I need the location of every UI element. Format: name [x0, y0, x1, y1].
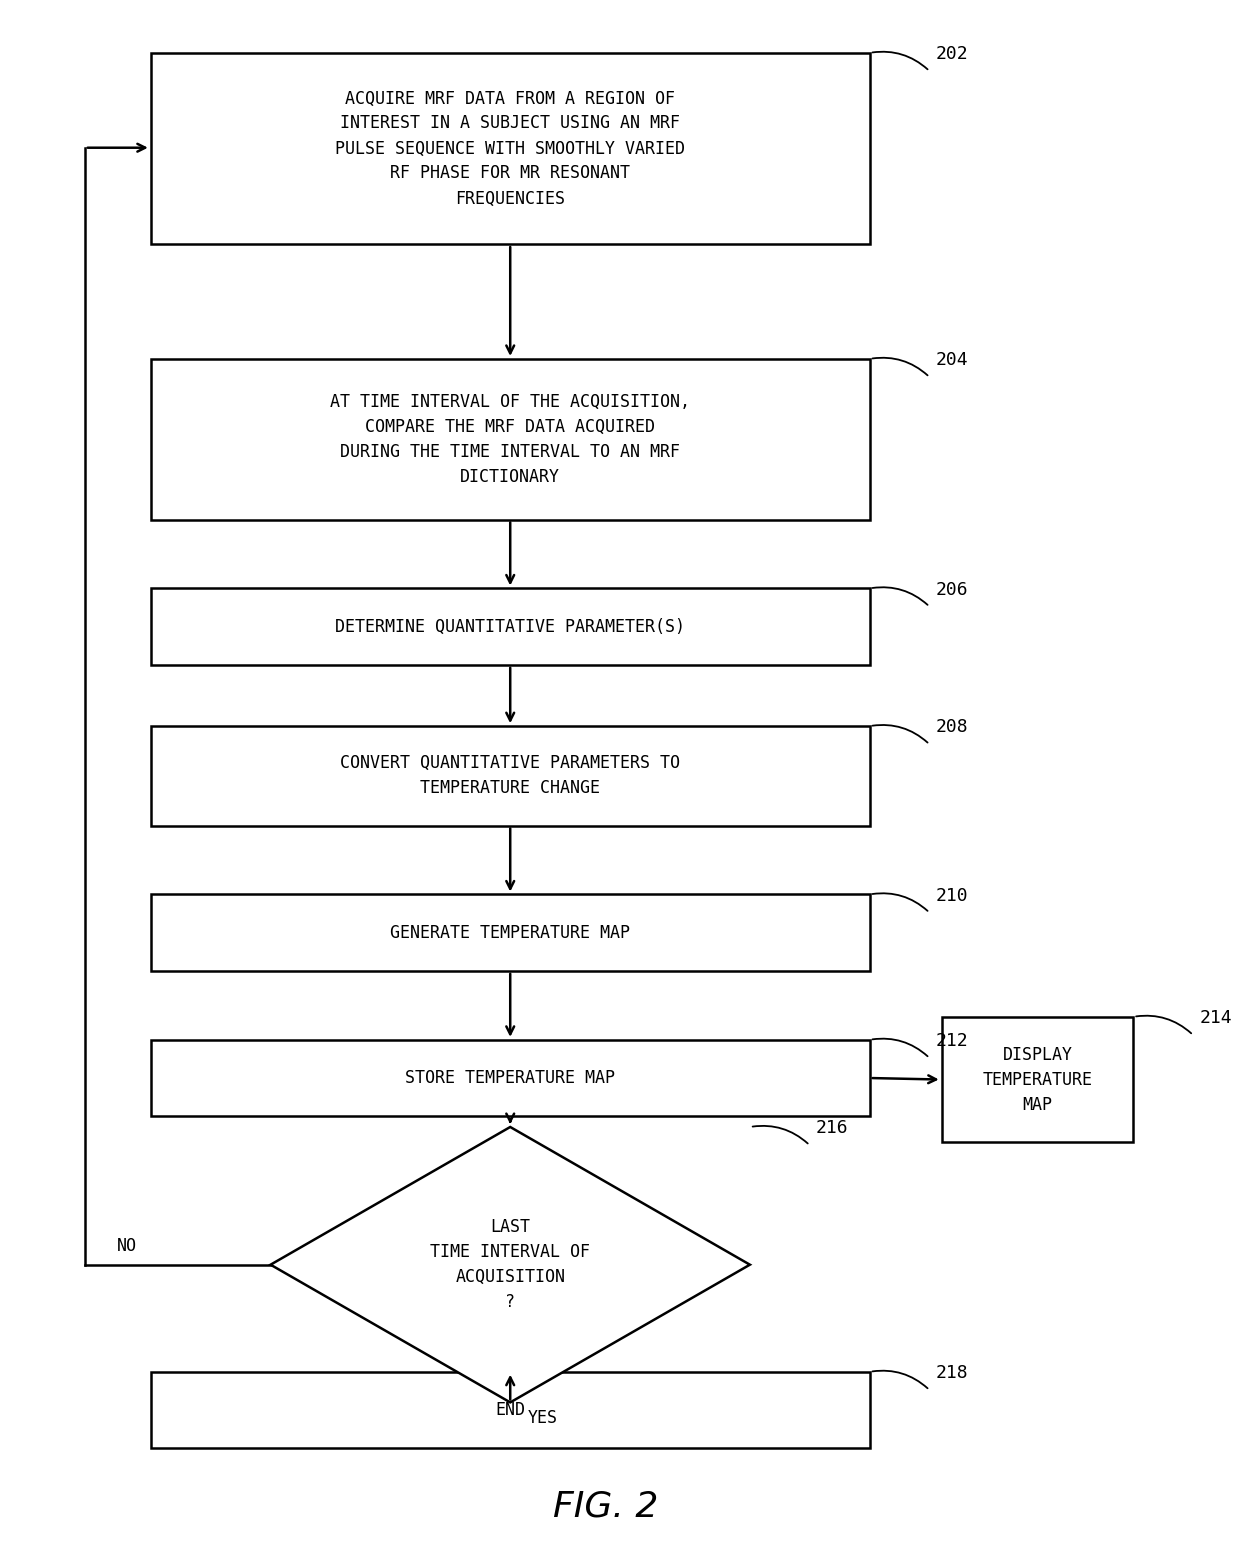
Text: STORE TEMPERATURE MAP: STORE TEMPERATURE MAP [405, 1068, 615, 1087]
Text: 208: 208 [936, 718, 968, 736]
Text: 212: 212 [936, 1031, 968, 1050]
Text: NO: NO [117, 1237, 136, 1255]
FancyBboxPatch shape [151, 52, 869, 244]
Text: CONVERT QUANTITATIVE PARAMETERS TO
TEMPERATURE CHANGE: CONVERT QUANTITATIVE PARAMETERS TO TEMPE… [340, 755, 681, 797]
FancyBboxPatch shape [151, 588, 869, 665]
Text: END: END [495, 1400, 526, 1419]
Polygon shape [270, 1127, 750, 1402]
Text: 214: 214 [1199, 1010, 1231, 1027]
Text: 206: 206 [936, 581, 968, 599]
FancyBboxPatch shape [151, 726, 869, 826]
FancyBboxPatch shape [151, 1371, 869, 1448]
Text: ACQUIRE MRF DATA FROM A REGION OF
INTEREST IN A SUBJECT USING AN MRF
PULSE SEQUE: ACQUIRE MRF DATA FROM A REGION OF INTERE… [335, 90, 686, 207]
Text: DETERMINE QUANTITATIVE PARAMETER(S): DETERMINE QUANTITATIVE PARAMETER(S) [335, 618, 686, 636]
Text: AT TIME INTERVAL OF THE ACQUISITION,
COMPARE THE MRF DATA ACQUIRED
DURING THE TI: AT TIME INTERVAL OF THE ACQUISITION, COM… [330, 392, 691, 486]
Text: GENERATE TEMPERATURE MAP: GENERATE TEMPERATURE MAP [391, 923, 630, 942]
Text: 216: 216 [816, 1119, 848, 1138]
Text: 204: 204 [936, 350, 968, 369]
Text: DISPLAY
TEMPERATURE
MAP: DISPLAY TEMPERATURE MAP [982, 1045, 1092, 1113]
Text: 218: 218 [936, 1365, 968, 1382]
FancyBboxPatch shape [151, 1039, 869, 1116]
FancyBboxPatch shape [941, 1017, 1133, 1143]
Text: LAST
TIME INTERVAL OF
ACQUISITION
?: LAST TIME INTERVAL OF ACQUISITION ? [430, 1218, 590, 1311]
Text: YES: YES [528, 1408, 558, 1427]
FancyBboxPatch shape [151, 894, 869, 971]
Text: 210: 210 [936, 886, 968, 905]
Text: 202: 202 [936, 45, 968, 63]
Text: FIG. 2: FIG. 2 [553, 1490, 658, 1524]
FancyBboxPatch shape [151, 358, 869, 519]
